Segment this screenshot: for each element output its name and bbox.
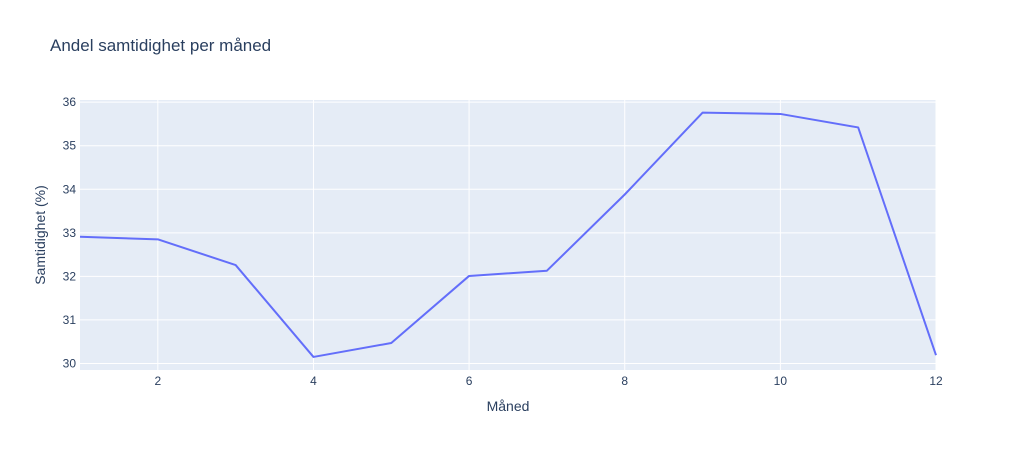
y-tick-label: 35 <box>63 139 77 153</box>
x-tick-label: 8 <box>621 374 628 388</box>
y-tick-label: 34 <box>63 182 77 196</box>
x-tick-label: 4 <box>310 374 317 388</box>
plot-area <box>80 100 936 370</box>
y-tick-labels: 30 31 32 33 34 35 36 <box>63 95 77 370</box>
series-layer <box>79 111 937 358</box>
series-line <box>79 111 937 358</box>
x-gridlines <box>157 100 937 370</box>
x-tick-label: 6 <box>466 374 473 388</box>
x-tick-labels: 2 4 6 8 10 12 <box>154 374 943 388</box>
chart-title: Andel samtidighet per måned <box>50 36 271 55</box>
y-tick-label: 36 <box>63 95 77 109</box>
y-gridlines <box>80 101 936 364</box>
x-tick-label: 2 <box>154 374 161 388</box>
y-tick-label: 32 <box>63 269 77 283</box>
x-axis-label: Måned <box>487 398 530 414</box>
y-tick-label: 31 <box>63 313 77 327</box>
y-tick-label: 30 <box>63 356 77 370</box>
x-tick-label: 10 <box>774 374 788 388</box>
y-axis-label: Samtidighet (%) <box>32 185 48 285</box>
x-tick-label: 12 <box>929 374 943 388</box>
y-tick-label: 33 <box>63 226 77 240</box>
